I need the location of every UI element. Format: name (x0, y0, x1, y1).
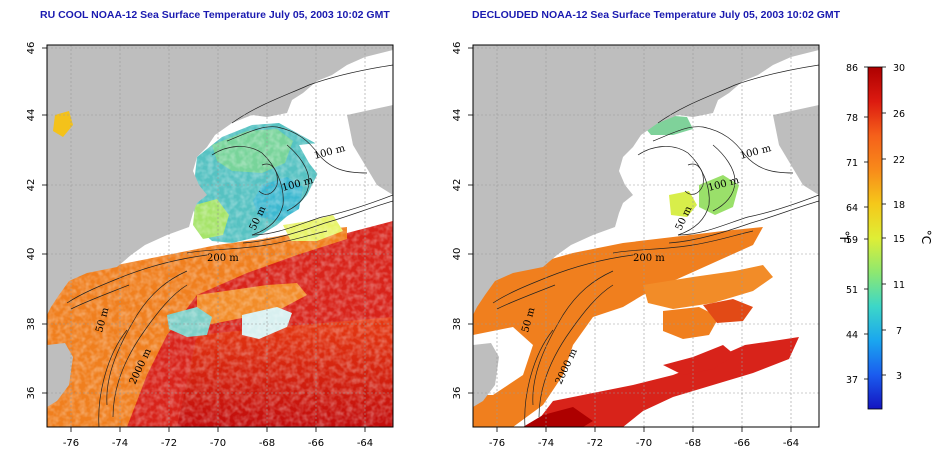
celsius-tick-label: 26 (893, 109, 905, 120)
celsius-tick-label: 22 (893, 155, 905, 166)
celsius-tick-label: 30 (893, 63, 905, 74)
y-tick-label: 42 (26, 179, 37, 192)
x-tick-label: -64 (783, 438, 799, 449)
x-axis-labels-right: -76 -74 -72 -70 -68 -66 -64 (489, 438, 799, 449)
contour-label: 200 m (207, 253, 239, 264)
fahrenheit-tick-label: 86 (846, 63, 858, 74)
fahrenheit-tick-label: 51 (846, 285, 858, 296)
colorbar-gradient (867, 66, 883, 410)
y-tick-label: 36 (26, 387, 37, 400)
temperature-colorbar: 86 78 71 64 59 51 44 37 30 26 22 18 15 1… (837, 63, 933, 410)
x-tick-label: -76 (63, 438, 79, 449)
celsius-tick-label: 3 (896, 371, 902, 382)
y-tick-label: 44 (452, 109, 463, 122)
map-title-right: DECLOUDED NOAA-12 Sea Surface Temperatur… (472, 9, 841, 21)
fahrenheit-tick-label: 37 (846, 375, 858, 386)
map-frame (472, 44, 820, 428)
fahrenheit-tick-label: 44 (846, 330, 858, 341)
fahrenheit-tick-label: 64 (846, 203, 858, 214)
x-tick-label: -64 (357, 438, 373, 449)
y-tick-label: 46 (452, 42, 463, 55)
shelf-water-region (473, 227, 763, 427)
y-axis-labels-right: 46 44 42 40 38 36 (452, 42, 463, 400)
map-frame (46, 44, 394, 428)
map-panel-right: 100 m 100 m 50 m 200 m 50 m 2000 m -76 -… (452, 42, 820, 449)
celsius-ticks: 30 26 22 18 15 11 7 3 (893, 63, 905, 382)
y-tick-label: 38 (452, 318, 463, 331)
y-tick-label: 36 (452, 387, 463, 400)
x-tick-label: -74 (538, 438, 554, 449)
x-tick-label: -68 (259, 438, 275, 449)
x-tick-label: -74 (112, 438, 128, 449)
fahrenheit-tick-label: 71 (846, 158, 858, 169)
x-tick-label: -68 (685, 438, 701, 449)
contour-label: 200 m (633, 253, 665, 264)
fahrenheit-unit-label: °F (837, 231, 851, 244)
x-tick-label: -66 (734, 438, 750, 449)
celsius-tick-label: 18 (893, 200, 905, 211)
map-panel-left: 100 m 100 m 50 m 200 m 50 m 2000 m -76 -… (26, 42, 394, 449)
map-title-left: RU COOL NOAA-12 Sea Surface Temperature … (40, 9, 390, 21)
y-tick-label: 38 (26, 318, 37, 331)
x-tick-label: -72 (587, 438, 603, 449)
y-tick-label: 40 (452, 248, 463, 261)
y-axis-labels-left: 46 44 42 40 38 36 (26, 42, 37, 400)
celsius-tick-label: 7 (896, 326, 902, 337)
x-tick-label: -70 (210, 438, 226, 449)
y-tick-label: 42 (452, 179, 463, 192)
x-axis-labels-left: -76 -74 -72 -70 -68 -66 -64 (63, 438, 373, 449)
y-tick-label: 46 (26, 42, 37, 55)
warm-water-region (533, 337, 799, 427)
x-tick-label: -76 (489, 438, 505, 449)
x-tick-label: -66 (308, 438, 324, 449)
celsius-tick-label: 15 (893, 234, 905, 245)
x-tick-label: -70 (636, 438, 652, 449)
y-tick-label: 40 (26, 248, 37, 261)
fahrenheit-ticks: 86 78 71 64 59 51 44 37 (846, 63, 858, 386)
celsius-tick-label: 11 (893, 280, 905, 291)
celsius-unit-label: °C (919, 230, 933, 244)
y-tick-label: 44 (26, 109, 37, 122)
fahrenheit-tick-label: 59 (846, 235, 858, 246)
fahrenheit-tick-label: 78 (846, 113, 858, 124)
x-tick-label: -72 (161, 438, 177, 449)
